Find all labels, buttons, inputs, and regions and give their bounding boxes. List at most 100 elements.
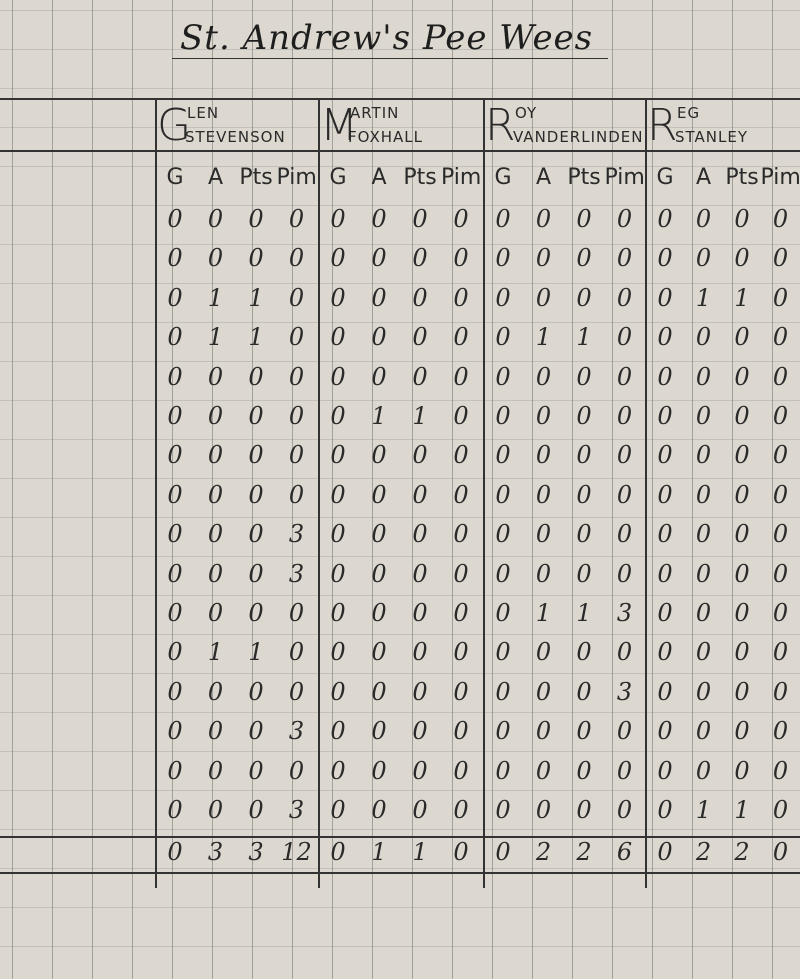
stat-cell: 0 xyxy=(734,638,750,667)
stat-cell: 0 xyxy=(207,717,224,746)
stat-cell: 0 xyxy=(288,244,305,273)
column-label-g: G xyxy=(329,165,347,190)
stat-cell: 0 xyxy=(772,599,789,627)
stat-cell: 0 xyxy=(453,599,469,627)
stat-cell: 0 xyxy=(772,362,789,391)
stat-cell: 1 xyxy=(412,402,428,430)
stat-cell: 0 xyxy=(412,796,428,824)
stat-cell: 0 xyxy=(772,402,789,430)
stat-cell: 0 xyxy=(371,796,387,824)
stat-cell: 0 xyxy=(616,402,633,430)
total-cell: 0 xyxy=(772,838,789,866)
column-label-a: A xyxy=(371,165,387,190)
stat-cell: 0 xyxy=(453,520,469,549)
stat-cell: 0 xyxy=(330,283,346,312)
player-initial: R xyxy=(485,100,516,151)
stat-cell: 0 xyxy=(772,559,789,588)
stat-cell: 0 xyxy=(576,205,592,233)
stat-cell: 0 xyxy=(248,520,264,549)
stat-cell: 0 xyxy=(576,796,592,824)
stat-cell: 0 xyxy=(576,638,592,667)
stat-cell: 0 xyxy=(248,677,264,706)
stat-cell: 0 xyxy=(207,677,224,706)
stat-cell: 1 xyxy=(248,323,264,352)
stat-cell: 1 xyxy=(248,283,264,312)
stat-cell: 0 xyxy=(330,717,346,746)
stat-cell: 0 xyxy=(288,638,305,667)
stat-cell: 0 xyxy=(288,402,305,430)
stat-cell: 0 xyxy=(167,402,183,430)
stat-cell: 0 xyxy=(248,480,264,509)
stat-cell: 0 xyxy=(495,283,511,312)
stat-cell: 0 xyxy=(695,717,712,746)
stat-cell: 0 xyxy=(657,677,673,706)
stat-cell: 0 xyxy=(734,756,750,785)
stat-cell: 0 xyxy=(412,559,428,588)
stat-cell: 0 xyxy=(535,441,552,470)
stat-cell: 3 xyxy=(616,599,633,627)
stat-cell: 0 xyxy=(657,205,673,233)
stat-cell: 0 xyxy=(495,323,511,352)
stat-cell: 0 xyxy=(167,441,183,470)
column-label-g: G xyxy=(166,165,184,190)
stat-cell: 0 xyxy=(207,756,224,785)
stat-cell: 0 xyxy=(167,480,183,509)
stat-cell: 0 xyxy=(248,717,264,746)
stat-cell: 0 xyxy=(535,520,552,549)
stat-cell: 0 xyxy=(167,599,183,627)
column-label-pts: Pts xyxy=(725,165,759,190)
stat-cell: 0 xyxy=(412,480,428,509)
stat-cell: 0 xyxy=(371,520,387,549)
player-divider xyxy=(318,98,320,888)
total-cell: 2 xyxy=(695,838,712,866)
total-cell: 1 xyxy=(412,838,428,866)
stat-cell: 0 xyxy=(288,677,305,706)
stat-cell: 3 xyxy=(616,677,633,706)
stat-cell: 0 xyxy=(495,402,511,430)
stat-cell: 0 xyxy=(167,756,183,785)
stat-cell: 0 xyxy=(371,283,387,312)
stat-cell: 0 xyxy=(330,441,346,470)
column-label-g: G xyxy=(494,165,512,190)
stat-cell: 0 xyxy=(535,756,552,785)
stat-cell: 0 xyxy=(657,559,673,588)
stat-cell: 0 xyxy=(495,520,511,549)
stat-cell: 0 xyxy=(495,756,511,785)
stat-cell: 0 xyxy=(772,638,789,667)
stat-cell: 0 xyxy=(371,362,387,391)
stat-cell: 0 xyxy=(695,677,712,706)
stat-cell: 0 xyxy=(695,756,712,785)
stat-cell: 0 xyxy=(288,599,305,627)
stat-cell: 0 xyxy=(371,677,387,706)
stat-cell: 0 xyxy=(616,362,633,391)
stat-cell: 0 xyxy=(453,205,469,233)
stat-cell: 0 xyxy=(616,796,633,824)
stat-cell: 0 xyxy=(371,205,387,233)
stat-cell: 0 xyxy=(330,480,346,509)
stat-cell: 0 xyxy=(453,756,469,785)
stat-cell: 0 xyxy=(412,756,428,785)
stat-cell: 0 xyxy=(330,756,346,785)
column-label-g: G xyxy=(656,165,674,190)
stat-cell: 0 xyxy=(330,205,346,233)
total-cell: 2 xyxy=(734,838,750,866)
stat-cell: 0 xyxy=(288,323,305,352)
stat-cell: 0 xyxy=(167,205,183,233)
stat-cell: 0 xyxy=(657,323,673,352)
stat-cell: 0 xyxy=(772,520,789,549)
player-last-name: FOXHALL xyxy=(348,128,424,146)
stat-cell: 0 xyxy=(207,520,224,549)
stat-cell: 0 xyxy=(248,402,264,430)
total-cell: 6 xyxy=(616,838,633,866)
stat-cell: 0 xyxy=(616,283,633,312)
stat-cell: 0 xyxy=(695,441,712,470)
stat-cell: 0 xyxy=(535,205,552,233)
stat-cell: 0 xyxy=(412,599,428,627)
column-label-a: A xyxy=(695,165,712,190)
stat-cell: 1 xyxy=(371,402,387,430)
total-cell: 3 xyxy=(207,838,224,866)
team-title: St. Andrew's Pee Wees xyxy=(180,18,594,58)
table-rule xyxy=(0,98,800,100)
stat-cell: 0 xyxy=(330,362,346,391)
